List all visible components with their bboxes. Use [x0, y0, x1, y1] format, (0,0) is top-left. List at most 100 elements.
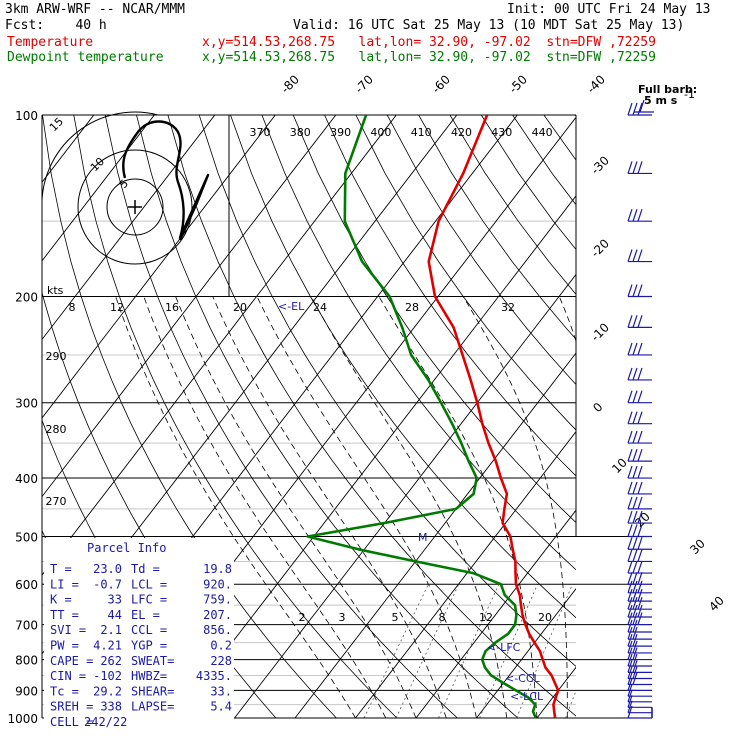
parcel-label: LAPSE= [131, 700, 174, 714]
mixing-ratio-label: 28 [405, 301, 419, 314]
isotherm [598, 115, 740, 718]
wind-barb [627, 700, 652, 714]
dry-adiabat [73, 115, 398, 719]
isotherm [658, 115, 740, 718]
isotherm [42, 115, 276, 419]
wind-barb [627, 633, 652, 647]
wind-barb [627, 249, 652, 263]
pressure-label-600: 600 [15, 578, 38, 592]
wind-barb [627, 640, 652, 654]
mixing-ratio-label: 12 [479, 611, 493, 624]
parcel-label: CELL = [50, 715, 93, 729]
dry-adiabat [386, 115, 576, 385]
mixing-ratio-line [565, 689, 576, 719]
parcel-value: 262 [100, 654, 122, 668]
mixing-ratio-label: 20 [233, 301, 247, 314]
mixing-ratio-line [363, 584, 429, 719]
parcel-value: 242/22 [84, 715, 127, 729]
init-time: Init: 00 UTC Fri 24 May 13 [507, 2, 711, 17]
pressure-label-100: 100 [15, 109, 38, 123]
isotherm [42, 115, 155, 262]
ccl-marker: <-CCL [505, 672, 541, 685]
isotherm-label: 30 [687, 536, 708, 557]
isotherm [234, 273, 576, 719]
pressure-label-1000: 1000 [7, 712, 38, 726]
parcel-label: SVI = [50, 623, 86, 637]
isotherm-label: 10 [609, 455, 630, 476]
parcel-value: 207. [203, 608, 232, 622]
wind-barb [627, 580, 652, 594]
hodo-unit: kts [47, 284, 64, 297]
mixing-ratio-label: 24 [313, 301, 327, 314]
dry-adiabat [669, 115, 740, 718]
parcel-value: 23.0 [93, 562, 122, 576]
parcel-value: -102 [93, 669, 122, 683]
isotherm [355, 430, 576, 719]
hodo-ring-label: 5 [117, 177, 131, 191]
parcel-value: 2.1 [100, 623, 122, 637]
mixing-ratio-label: 12 [110, 301, 124, 314]
dry-adiabat [136, 115, 519, 719]
parcel-value: 228 [210, 654, 232, 668]
wind-barb [627, 430, 652, 444]
pressure-label-400: 400 [15, 472, 38, 486]
mixing-ratio-line [395, 584, 460, 719]
parcel-label: YGP = [131, 639, 167, 653]
theta-label-mid: 280 [46, 423, 67, 436]
parcel-value: 759. [203, 593, 232, 607]
parcel-value: 19.8 [203, 562, 232, 576]
parcel-value: 0.2 [210, 639, 232, 653]
hodo-ring [77, 149, 193, 265]
mixing-ratio-label: 32 [501, 301, 515, 314]
valid-time: Valid: 16 UTC Sat 25 May 13 (10 MDT Sat … [293, 18, 685, 33]
el-marker: <-EL [278, 300, 305, 313]
theta-label-mid: 270 [46, 495, 67, 508]
isotherm-label: -30 [588, 153, 612, 177]
temperature-profile [427, 115, 560, 719]
parcel-info-box: Parcel Info T = 23.0 Td = 19.8 LI = -0.7 LCL = 9… [44, 538, 234, 729]
dry-adiabat [104, 115, 458, 719]
wind-barb [627, 596, 652, 610]
parcel-label: Td = [131, 562, 160, 576]
wind-barb [627, 481, 652, 495]
dry-adiabat [574, 115, 576, 117]
model-title: 3km ARW-WRF -- NCAR/MMM [5, 2, 186, 17]
wind-barb [627, 465, 652, 479]
dry-adiabat [701, 115, 740, 718]
hodo-ring-label: 15 [47, 115, 66, 134]
mixing-ratio-label: 8 [439, 611, 446, 624]
isotherm-label: 40 [706, 593, 727, 614]
temperature-location: x,y=514.53,268.75 lat,lon= 32.90, -97.02… [202, 35, 656, 50]
barb-legend-title: Full barb: [638, 83, 697, 96]
parcel-value: 29.2 [93, 684, 122, 698]
isotherm [294, 352, 576, 719]
parcel-label: SWEAT= [131, 654, 174, 668]
mixing-ratio-label: 2 [299, 611, 306, 624]
isotherm-label: -60 [429, 72, 453, 96]
theta-label: 400 [370, 126, 391, 139]
wind-barb [627, 315, 652, 328]
pressure-label-200: 200 [15, 291, 38, 305]
moist-adiabat [256, 296, 477, 719]
pressure-label-700: 700 [15, 619, 38, 633]
isotherm [42, 115, 337, 498]
theta-label: 420 [451, 126, 472, 139]
isotherm-label: -80 [278, 72, 302, 96]
theta-label: 440 [532, 126, 553, 139]
hodo-ring-outer [41, 111, 159, 201]
barb-legend-unit: -1 [684, 88, 695, 101]
wind-barb [627, 560, 652, 574]
wind-barb [627, 537, 652, 550]
parcel-label: K = [50, 593, 72, 607]
mixing-ratio-line [479, 584, 538, 719]
theta-label-mid: 290 [46, 350, 67, 363]
isotherm [536, 666, 576, 719]
dry-adiabat [355, 115, 576, 431]
parcel-value: 5.4 [210, 700, 232, 714]
wind-barb [627, 367, 652, 381]
hodo-ring [106, 178, 164, 236]
pressure-label-500: 500 [15, 530, 38, 544]
parcel-label: T = [50, 562, 72, 576]
